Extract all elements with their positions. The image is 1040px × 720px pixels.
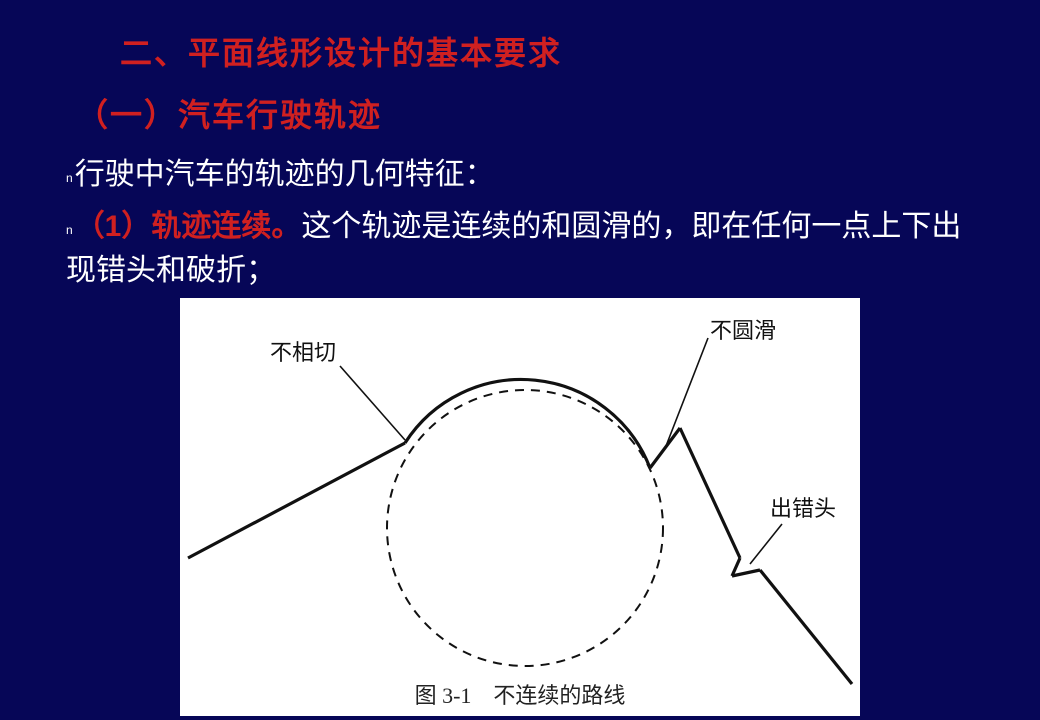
left-line (188, 443, 405, 558)
intro-line: n行驶中汽车的轨迹的几何特征： (66, 155, 495, 196)
circle-dashed (387, 390, 663, 666)
point-1: n（1）轨迹连续。这个轨迹是连续的和圆滑的，即在任何一点上下出现错头和破折； (66, 205, 980, 292)
leader-not-tangent (340, 366, 405, 440)
misalign-b (732, 570, 760, 576)
leader-not-smooth (666, 338, 708, 446)
label-not-tangent: 不相切 (270, 340, 336, 365)
kink-seg (650, 428, 680, 468)
label-misaligned: 出错头 (770, 496, 836, 521)
section-title: 二、平面线形设计的基本要求 (120, 28, 562, 74)
top-arc (405, 379, 650, 468)
bullet-icon: n (66, 222, 73, 239)
diagram-svg: 不相切 不圆滑 出错头 (180, 298, 860, 716)
figure: 不相切 不圆滑 出错头 图 3-1 不连续的路线 (180, 298, 860, 716)
point-1-label: （1）轨迹连续。 (75, 210, 302, 243)
leader-misaligned (750, 524, 782, 564)
label-not-smooth: 不圆滑 (710, 318, 776, 343)
right-upper (680, 428, 740, 558)
slide: 二、平面线形设计的基本要求 （一）汽车行驶轨迹 n行驶中汽车的轨迹的几何特征： … (0, 0, 1040, 720)
intro-text: 行驶中汽车的轨迹的几何特征： (75, 158, 495, 191)
subsection-title: （一）汽车行驶轨迹 (76, 90, 382, 136)
right-lower (760, 570, 852, 684)
figure-caption: 图 3-1 不连续的路线 (180, 678, 860, 710)
bullet-icon: n (66, 170, 73, 186)
